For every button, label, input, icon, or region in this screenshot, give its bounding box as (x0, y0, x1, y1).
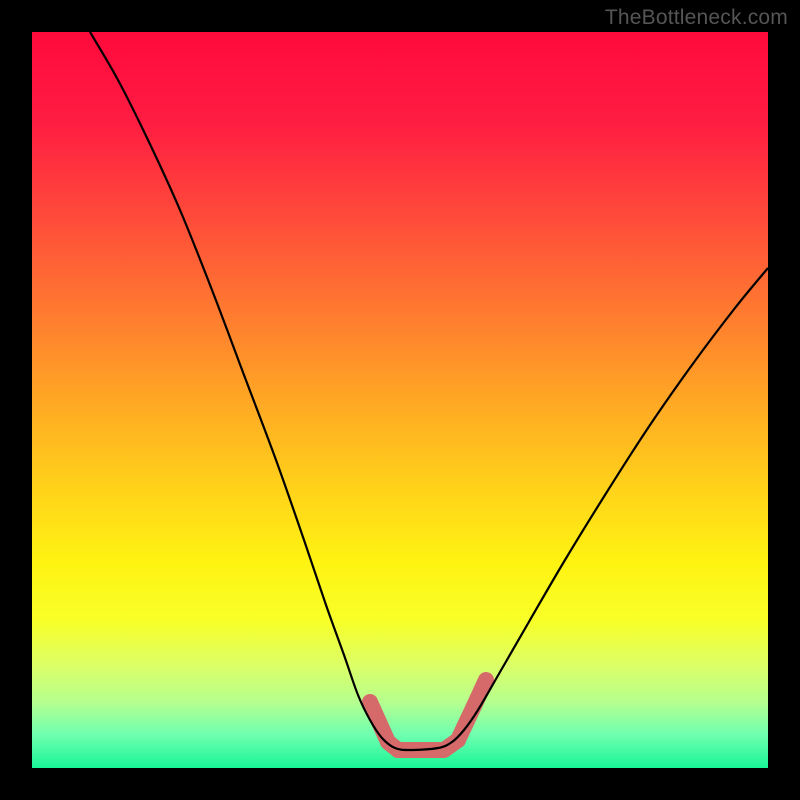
chart-svg (0, 0, 800, 800)
plot-area (32, 32, 768, 768)
watermark-text: TheBottleneck.com (605, 6, 788, 30)
chart-container: TheBottleneck.com (0, 0, 800, 800)
